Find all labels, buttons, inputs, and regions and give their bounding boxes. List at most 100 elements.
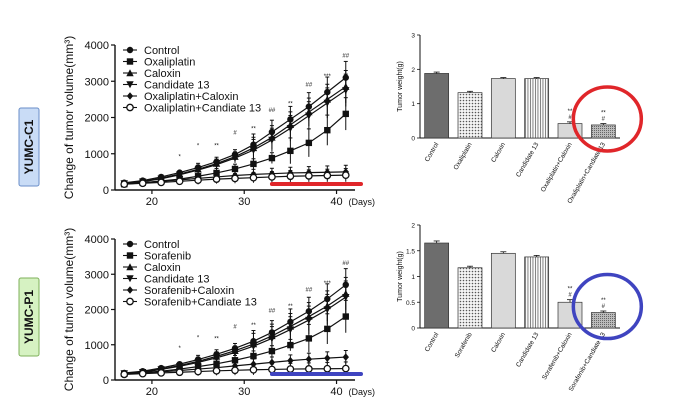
data-point	[342, 293, 350, 301]
row-label-text: YUMC-C1	[22, 119, 36, 174]
legend-label: Oxaliplatin+Candiate 13	[144, 103, 261, 115]
significance-mark: **	[568, 109, 573, 115]
row-label-box	[18, 107, 40, 187]
significance-mark: #	[233, 130, 237, 136]
significance-mark: ***	[324, 281, 332, 287]
bar	[424, 242, 450, 329]
data-point	[323, 171, 332, 180]
significance-mark: ##	[306, 287, 313, 293]
significance-mark: **	[214, 336, 219, 342]
data-point	[249, 342, 258, 350]
data-point	[304, 365, 313, 373]
bar	[524, 256, 550, 329]
y-tick-label: 1.5	[406, 248, 415, 255]
data-point	[250, 352, 257, 360]
data-point	[231, 174, 239, 183]
x-tick-label: Oxaliplatin	[452, 141, 473, 171]
y-tick-label: 2000	[85, 113, 109, 125]
y-tick-label: 0	[411, 326, 415, 333]
y-axis-title: Change of tumor volume(mm³)	[62, 36, 76, 199]
data-point	[286, 326, 295, 334]
data-point	[138, 369, 147, 378]
data-point	[126, 69, 134, 77]
data-point	[249, 365, 258, 374]
x-tick-label: Candidate 13	[515, 331, 541, 368]
data-point	[126, 240, 134, 248]
data-point	[304, 172, 313, 180]
data-point	[323, 364, 332, 373]
data-point	[194, 359, 202, 367]
significance-mark: *	[178, 155, 181, 161]
data-point	[231, 357, 239, 364]
significance-mark: ##	[269, 308, 276, 314]
data-point	[249, 146, 258, 154]
x-tick-label: 40	[330, 196, 342, 208]
x-tick-label: Control	[424, 141, 441, 163]
legend-label: Control	[144, 45, 179, 57]
significance-mark: **	[214, 144, 219, 150]
significance-mark: #	[602, 304, 606, 310]
x-tick-label: Sorafenib+Caloxin	[541, 331, 574, 381]
data-point	[305, 355, 313, 364]
y-tick-label: 2000	[85, 305, 109, 317]
data-point	[194, 166, 202, 174]
significance-mark: #	[568, 115, 572, 121]
significance-mark: **	[601, 298, 606, 304]
data-point	[305, 335, 313, 342]
y-tick-label: 2	[411, 67, 415, 74]
legend-label: Sorafenib+Caloxin	[144, 285, 234, 297]
significance-mark: *	[197, 144, 200, 150]
y-tick-label: 4000	[85, 234, 109, 246]
data-point	[212, 366, 221, 375]
data-point	[194, 176, 202, 185]
highlight-circle	[571, 85, 644, 153]
significance-mark: **	[251, 127, 256, 133]
y-tick-label: 3000	[85, 269, 109, 281]
data-point	[342, 110, 349, 118]
data-point	[268, 347, 276, 355]
x-tick-label: Control	[424, 331, 441, 353]
data-point	[212, 175, 221, 183]
data-point	[175, 368, 184, 377]
significance-mark: #	[233, 324, 237, 330]
significance-mark: **	[251, 323, 256, 329]
legend-label: Candidate 13	[144, 274, 209, 286]
legend-label: Candidate 13	[144, 80, 209, 92]
y-tick-label: 3000	[85, 76, 109, 88]
significance-mark: **	[601, 111, 606, 117]
row-label-text: YUMC-P1	[22, 290, 36, 344]
y-tick-label: 0	[103, 375, 109, 387]
x-tick-label: Sorafenib+Candiate 13	[568, 331, 608, 393]
data-point	[126, 252, 134, 259]
data-point	[324, 325, 331, 333]
data-point	[126, 92, 134, 100]
data-point	[126, 286, 134, 294]
x-unit-label: (Days)	[349, 387, 376, 397]
x-tick-label: 40	[330, 386, 342, 398]
data-point	[268, 154, 276, 162]
y-tick-label: 4000	[85, 40, 109, 52]
bar	[457, 92, 483, 139]
bar-chart-yumc-c1: 0 1 2 3 Tumor weight(g) Control Oxaliplatin Cal…	[397, 33, 644, 205]
data-point	[126, 297, 134, 306]
data-point	[323, 306, 332, 314]
legend-label: Oxaliplatin+Caloxin	[144, 91, 238, 103]
data-point	[194, 367, 202, 376]
data-point	[268, 136, 276, 144]
significance-mark: ##	[306, 83, 313, 89]
y-axis-title: Tumor weight(g)	[397, 251, 404, 302]
bar	[457, 267, 483, 329]
x-tick-label: 30	[238, 196, 250, 208]
significance-mark: *	[197, 336, 200, 342]
data-point	[212, 161, 221, 169]
data-point	[268, 365, 276, 374]
legend-label: Caloxin	[144, 262, 181, 274]
bar	[524, 78, 550, 139]
data-point	[305, 316, 313, 324]
data-point	[324, 354, 331, 362]
data-point	[138, 179, 147, 188]
data-point	[250, 160, 257, 168]
legend-label: Sorafenib	[144, 251, 191, 263]
data-point	[286, 365, 295, 373]
